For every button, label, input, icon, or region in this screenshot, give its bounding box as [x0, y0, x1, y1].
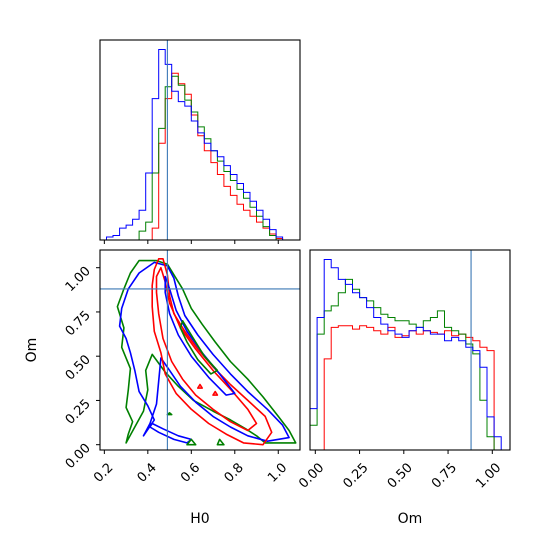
h0-histogram-blue-step — [100, 49, 296, 241]
h0-joint-x-tick-label: 0.6 — [178, 460, 203, 485]
om-right-x-tick-label: 0.50 — [385, 460, 416, 491]
om-right-x-tick-label: 0.75 — [429, 460, 460, 491]
h0-histogram-frame — [99, 39, 301, 241]
contour-green-11 — [166, 412, 173, 416]
contour-blue-1 — [118, 261, 290, 442]
om-right-x-tick-label: 1.00 — [473, 460, 504, 491]
y-axis-label-om: Om — [24, 338, 40, 363]
om-right-x-tick-label: 0.25 — [341, 460, 372, 491]
contour-blue-6 — [149, 422, 193, 444]
contour-green-8 — [216, 438, 225, 446]
h0-joint-x-tick-label: 0.2 — [91, 460, 116, 485]
contour-green-5 — [179, 320, 219, 375]
contour-green-7 — [186, 438, 197, 446]
x-axis-label-h0: H0 — [190, 511, 209, 527]
joint-density-frame — [99, 249, 301, 451]
om-right-x-tick-label: 0.00 — [296, 460, 327, 491]
om-joint-y-tick-label: 0.00 — [63, 441, 94, 472]
om-joint-y-tick-label: 0.50 — [63, 352, 94, 383]
contour-green-0 — [116, 259, 297, 444]
om-joint-y-tick-label: 1.00 — [63, 264, 94, 295]
contour-red-9 — [197, 383, 203, 389]
h0-histogram-green-step — [100, 75, 296, 241]
om-joint-y-tick-label: 0.25 — [63, 397, 94, 428]
h0-joint-x-tick-label: 0.8 — [222, 460, 247, 485]
om-histogram-frame — [309, 249, 511, 451]
contour-blue-4 — [164, 275, 236, 396]
om-histogram-green-step — [310, 278, 509, 451]
contour-red-2 — [151, 258, 273, 446]
h0-joint-x-tick-label: 0.4 — [135, 460, 160, 485]
om-joint-y-tick-label: 0.75 — [63, 308, 94, 339]
om-histogram-blue-step — [310, 259, 509, 451]
x-axis-label-om: Om — [398, 511, 423, 527]
h0-histogram-red-step — [100, 72, 296, 241]
contour-red-3 — [155, 266, 258, 432]
h0-joint-x-tick-label: 1.0 — [265, 460, 290, 485]
om-histogram-red-step — [310, 325, 509, 451]
contour-red-10 — [212, 390, 219, 396]
